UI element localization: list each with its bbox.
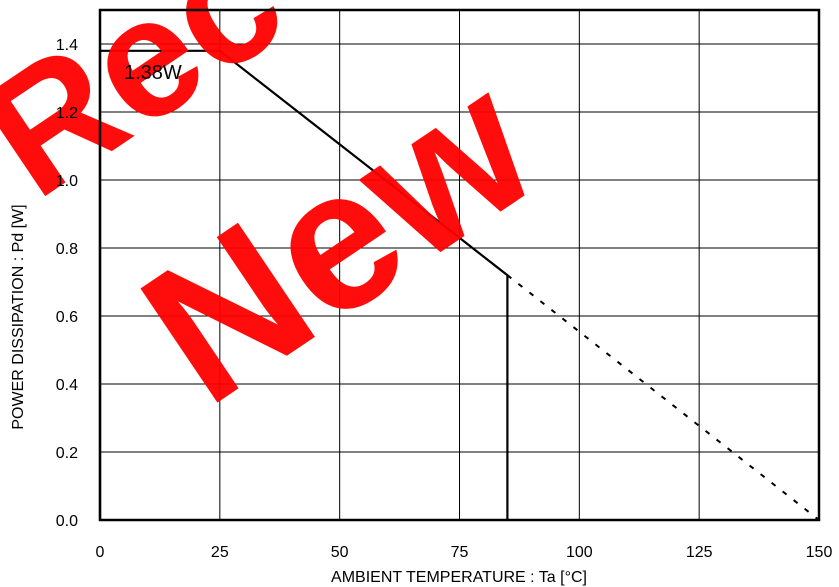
annotation-label: 1.38W bbox=[124, 62, 182, 84]
y-tick-label: 0.0 bbox=[56, 513, 78, 530]
y-tick-label: 0.6 bbox=[56, 309, 78, 326]
x-axis-ticks: 0 25 50 75 100 125 150 bbox=[96, 544, 833, 561]
y-tick-label: 1.0 bbox=[56, 173, 78, 190]
y-axis-label: POWER DISSIPATION : Pd [W] bbox=[10, 204, 27, 429]
x-tick-label: 150 bbox=[806, 544, 833, 561]
y-tick-label: 0.8 bbox=[56, 241, 78, 258]
x-tick-label: 50 bbox=[331, 544, 349, 561]
watermark: Rec New bbox=[0, 0, 572, 446]
series-line-dashed bbox=[506, 274, 820, 521]
x-tick-label: 100 bbox=[566, 544, 593, 561]
y-axis-ticks: 0.0 0.2 0.4 0.6 0.8 1.0 1.2 1.4 bbox=[56, 37, 78, 530]
x-tick-label: 0 bbox=[96, 544, 105, 561]
y-tick-label: 1.4 bbox=[56, 37, 78, 54]
x-tick-label: 25 bbox=[211, 544, 229, 561]
plot-frame bbox=[98, 8, 821, 522]
y-tick-label: 1.2 bbox=[56, 105, 78, 122]
x-axis-label: AMBIENT TEMPERATURE : Ta [°C] bbox=[331, 569, 587, 586]
y-tick-label: 0.2 bbox=[56, 445, 78, 462]
x-tick-label: 75 bbox=[451, 544, 469, 561]
y-tick-label: 0.4 bbox=[56, 377, 78, 394]
x-tick-label: 125 bbox=[686, 544, 713, 561]
annotations: 1.38W bbox=[124, 62, 182, 84]
grid-lines bbox=[100, 10, 819, 520]
